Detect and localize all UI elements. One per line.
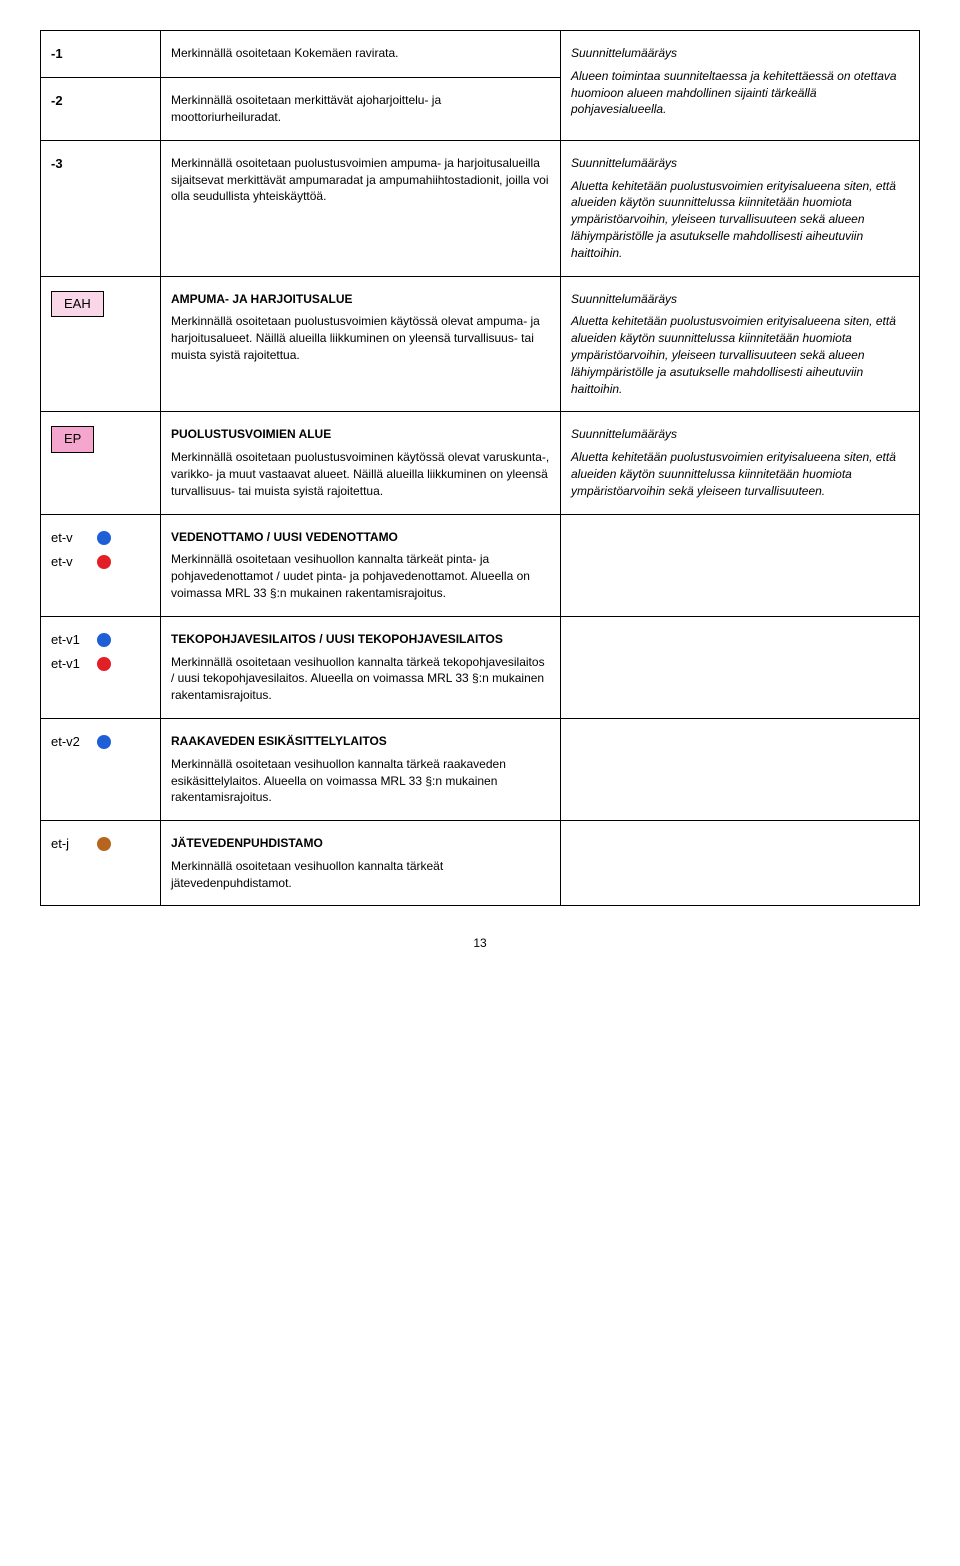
text-paragraph: Suunnittelumääräys (571, 155, 909, 172)
description-cell: JÄTEVEDENPUHDISTAMO Merkinnällä osoitetaa… (161, 821, 561, 906)
symbol-text: -2 (51, 92, 87, 110)
table-row: et-v et-v VEDENOTTAMO / UUSI VEDENOTTAMO Me… (41, 514, 920, 616)
table-row: EP PUOLUSTUSVOIMIEN ALUE Merkinnällä osoit… (41, 412, 920, 514)
text-paragraph: PUOLUSTUSVOIMIEN ALUE (171, 426, 550, 443)
description-cell: TEKOPOHJAVESILAITOS / UUSI TEKOPOHJAVESI… (161, 616, 561, 718)
regulation-cell (561, 718, 920, 820)
text-paragraph: Aluetta kehitetään puolustusvoimien erit… (571, 178, 909, 262)
symbol-label: et-v (51, 553, 87, 571)
text-paragraph: Merkinnällä osoitetaan puolustusvoiminen… (171, 449, 550, 499)
text-paragraph: Aluetta kehitetään puolustusvoimien erit… (571, 449, 909, 499)
legend-table: -1 Merkinnällä osoitetaan Kokemäen ravira… (40, 30, 920, 906)
description-cell: Merkinnällä osoitetaan merkittävät ajoha… (161, 78, 561, 141)
description-cell: Merkinnällä osoitetaan puolustusvoimien … (161, 140, 561, 276)
dot-icon (97, 735, 111, 749)
symbol-label: et-j (51, 835, 87, 853)
text-paragraph: Merkinnällä osoitetaan vesihuollon kanna… (171, 551, 550, 601)
symbol-cell: EAH (41, 276, 161, 412)
text-paragraph: JÄTEVEDENPUHDISTAMO (171, 835, 550, 852)
table-row: et-v2 RAAKAVEDEN ESIKÄSITTELYLAITOS Merkin… (41, 718, 920, 820)
symbol-label: et-v1 (51, 631, 87, 649)
dot-icon (97, 837, 111, 851)
text-paragraph: Aluetta kehitetään puolustusvoimien erit… (571, 313, 909, 397)
text-paragraph: RAAKAVEDEN ESIKÄSITTELYLAITOS (171, 733, 550, 750)
text-paragraph: AMPUMA- JA HARJOITUSALUE (171, 291, 550, 308)
description-cell: VEDENOTTAMO / UUSI VEDENOTTAMO Merkinnäll… (161, 514, 561, 616)
symbol-text: -1 (51, 45, 87, 63)
text-paragraph: TEKOPOHJAVESILAITOS / UUSI TEKOPOHJAVESI… (171, 631, 550, 648)
text-paragraph: Merkinnällä osoitetaan puolustusvoimien … (171, 313, 550, 363)
dot-icon (97, 657, 111, 671)
text-paragraph: Suunnittelumääräys (571, 291, 909, 308)
symbol-box: EAH (51, 291, 104, 317)
symbol-cell: -2 (41, 78, 161, 141)
symbol-text: -3 (51, 155, 87, 173)
description-cell: RAAKAVEDEN ESIKÄSITTELYLAITOS Merkinnällä… (161, 718, 561, 820)
text-paragraph: Merkinnällä osoitetaan vesihuollon kanna… (171, 756, 550, 806)
symbol-label: et-v2 (51, 733, 87, 751)
symbol-cell: et-j (41, 821, 161, 906)
description-cell: Merkinnällä osoitetaan Kokemäen ravirata… (161, 31, 561, 78)
text-paragraph: Merkinnällä osoitetaan vesihuollon kanna… (171, 654, 550, 704)
dot-icon (97, 555, 111, 569)
regulation-cell: Suunnittelumääräys Aluetta kehitetään puo… (561, 412, 920, 514)
table-row: EAH AMPUMA- JA HARJOITUSALUE Merkinnällä o… (41, 276, 920, 412)
table-row: et-v1 et-v1 TEKOPOHJAVESILAITOS / UUSI TEK… (41, 616, 920, 718)
text-paragraph: Merkinnällä osoitetaan vesihuollon kanna… (171, 858, 550, 892)
symbol-cell: et-v et-v (41, 514, 161, 616)
text-paragraph: Alueen toimintaa suunniteltaessa ja kehi… (571, 68, 909, 118)
dot-icon (97, 531, 111, 545)
regulation-cell (561, 514, 920, 616)
symbol-cell: et-v2 (41, 718, 161, 820)
description-cell: PUOLUSTUSVOIMIEN ALUE Merkinnällä osoitet… (161, 412, 561, 514)
regulation-cell (561, 616, 920, 718)
table-row: -3 Merkinnällä osoitetaan puolustusvoimie… (41, 140, 920, 276)
text-paragraph: Suunnittelumääräys (571, 45, 909, 62)
regulation-cell: Suunnittelumääräys Aluetta kehitetään puo… (561, 276, 920, 412)
symbol-box: EP (51, 426, 94, 452)
text-paragraph: Merkinnällä osoitetaan puolustusvoimien … (171, 155, 550, 205)
text-paragraph: Merkinnällä osoitetaan Kokemäen ravirata… (171, 45, 550, 62)
symbol-cell: -3 (41, 140, 161, 276)
regulation-cell: Suunnittelumääräys Aluetta kehitetään puo… (561, 140, 920, 276)
regulation-cell (561, 821, 920, 906)
text-paragraph: Merkinnällä osoitetaan merkittävät ajoha… (171, 92, 550, 126)
regulation-cell: Suunnittelumääräys Alueen toimintaa suunn… (561, 31, 920, 141)
symbol-label: et-v (51, 529, 87, 547)
dot-icon (97, 633, 111, 647)
page-number: 13 (40, 936, 920, 950)
text-paragraph: VEDENOTTAMO / UUSI VEDENOTTAMO (171, 529, 550, 546)
symbol-cell: et-v1 et-v1 (41, 616, 161, 718)
text-paragraph: Suunnittelumääräys (571, 426, 909, 443)
symbol-cell: -1 (41, 31, 161, 78)
symbol-label: et-v1 (51, 655, 87, 673)
table-row: -1 Merkinnällä osoitetaan Kokemäen ravira… (41, 31, 920, 78)
description-cell: AMPUMA- JA HARJOITUSALUE Merkinnällä osoi… (161, 276, 561, 412)
symbol-cell: EP (41, 412, 161, 514)
table-row: et-j JÄTEVEDENPUHDISTAMO Merkinnällä osoit… (41, 821, 920, 906)
